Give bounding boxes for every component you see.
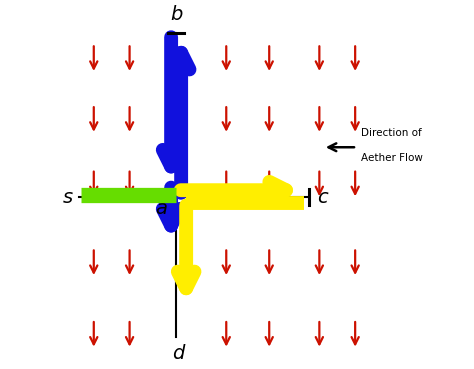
Text: s: s: [63, 188, 73, 207]
Text: a: a: [155, 199, 167, 218]
Text: d: d: [172, 344, 184, 363]
Text: Aether Flow: Aether Flow: [361, 153, 422, 163]
Text: Direction of: Direction of: [361, 128, 421, 138]
Text: c: c: [318, 188, 328, 207]
Text: b: b: [170, 5, 182, 24]
